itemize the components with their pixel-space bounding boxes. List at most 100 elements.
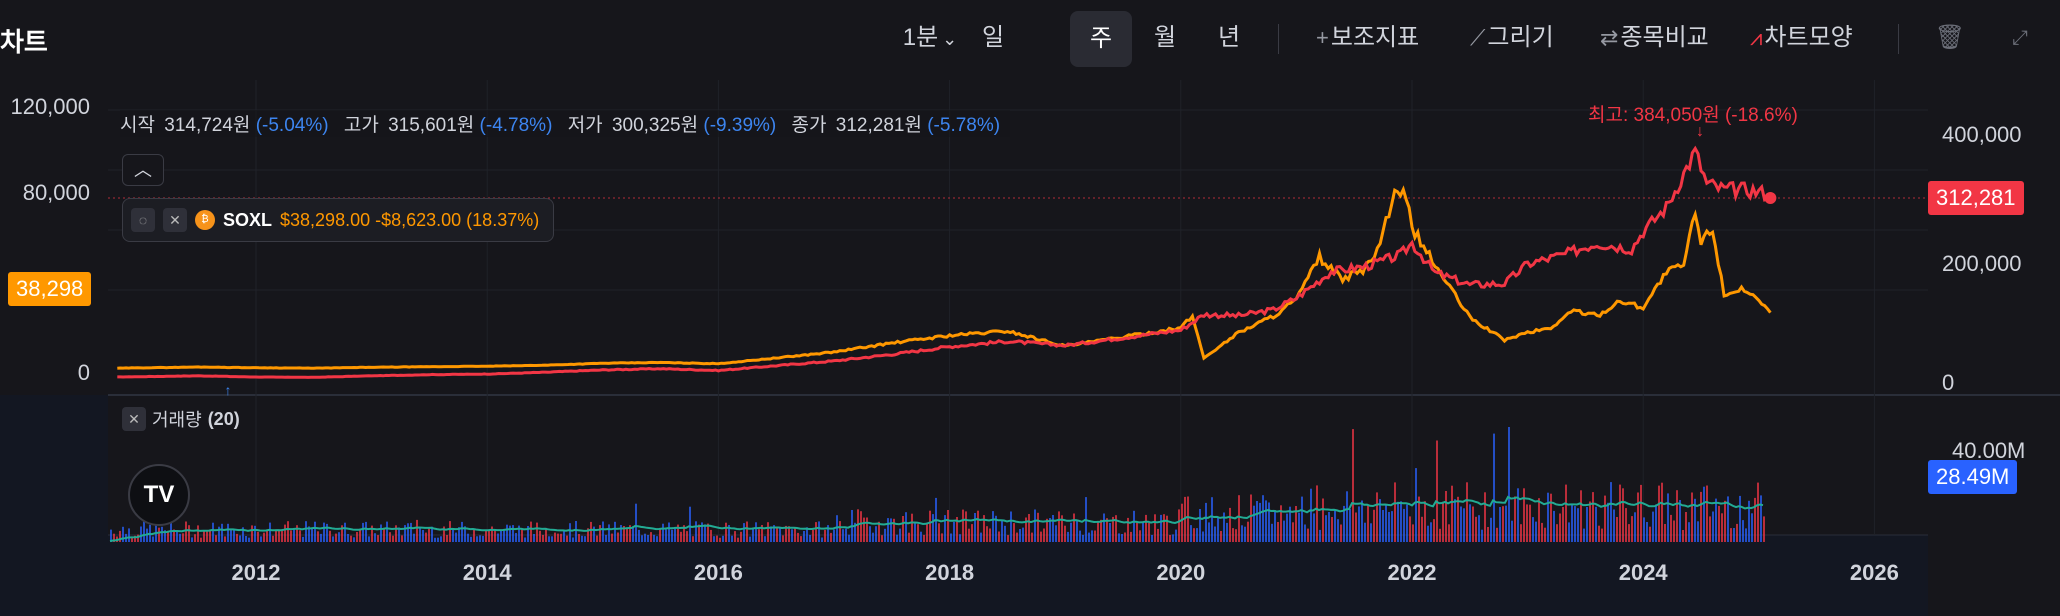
tab-period-month[interactable]: 월 bbox=[1140, 18, 1190, 58]
volume-bar bbox=[629, 525, 631, 542]
volume-bar bbox=[1448, 524, 1450, 542]
collapse-legend-button[interactable]: ︿ bbox=[122, 154, 164, 186]
eye-off-icon[interactable]: ◌ bbox=[131, 208, 155, 232]
coin-icon: ₿ bbox=[195, 210, 215, 230]
volume-bar bbox=[668, 522, 670, 542]
volume-bar bbox=[161, 526, 163, 542]
volume-bar bbox=[824, 529, 826, 542]
chart-toolbar: 차트 1분 ⌄ 일 주 월 년 +보조지표 ⟋그리기 ⇄종목비교 ⩘차트모양 🗑 … bbox=[0, 0, 2060, 80]
volume-bar bbox=[1283, 520, 1285, 542]
fullscreen-icon[interactable]: ⤢ bbox=[2012, 27, 2028, 49]
volume-moving-average-line bbox=[109, 495, 1764, 543]
close-icon[interactable]: ✕ bbox=[122, 407, 146, 431]
volume-bar bbox=[929, 510, 931, 542]
volume-bar bbox=[671, 529, 673, 542]
volume-bar bbox=[1292, 522, 1294, 542]
volume-bar bbox=[326, 523, 328, 542]
volume-bar bbox=[896, 534, 898, 542]
volume-bar bbox=[1691, 492, 1693, 542]
volume-bar bbox=[1175, 529, 1177, 542]
volume-bar bbox=[383, 528, 385, 542]
compare-button[interactable]: ⇄종목비교 bbox=[1600, 18, 1709, 58]
volume-bar bbox=[1070, 522, 1072, 542]
volume-bar bbox=[1628, 524, 1630, 542]
volume-bar bbox=[1274, 510, 1276, 542]
volume-bar bbox=[527, 526, 529, 542]
compare-series-line bbox=[117, 185, 1772, 370]
volume-bar bbox=[608, 524, 610, 542]
volume-bar bbox=[674, 527, 676, 542]
close-icon[interactable]: ✕ bbox=[163, 208, 187, 232]
volume-bar bbox=[1748, 500, 1750, 542]
volume-bar bbox=[1067, 531, 1069, 542]
volume-bar bbox=[1472, 506, 1474, 542]
left-axis-tick: 80,000 bbox=[23, 180, 90, 205]
volume-bar bbox=[1385, 504, 1387, 542]
volume-bar bbox=[662, 523, 664, 542]
volume-bar bbox=[1196, 528, 1198, 542]
volume-bar bbox=[1415, 468, 1417, 542]
volume-bar bbox=[905, 512, 907, 542]
volume-bar bbox=[467, 533, 469, 542]
interval-dropdown[interactable]: 1분 ⌄ bbox=[900, 18, 960, 58]
volume-bar bbox=[413, 533, 415, 542]
tab-period-week[interactable]: 주 bbox=[1070, 11, 1132, 67]
volume-bar bbox=[1250, 494, 1252, 542]
indicators-button[interactable]: +보조지표 bbox=[1316, 18, 1419, 58]
volume-bar bbox=[722, 535, 724, 542]
volume-bar bbox=[977, 510, 979, 542]
price-chart[interactable]: ↓ ↑ 120,000 80,000 0 400,000 200,000 0 2012 2… bbox=[0, 80, 2060, 616]
tab-period-year[interactable]: 년 bbox=[1204, 18, 1254, 58]
main-series-line bbox=[117, 145, 1772, 379]
volume-bar bbox=[194, 534, 196, 542]
draw-button[interactable]: ⟋그리기 bbox=[1470, 18, 1554, 58]
volume-bar bbox=[1130, 531, 1132, 542]
tab-period-day[interactable]: 일 bbox=[968, 18, 1018, 58]
volume-bar bbox=[893, 518, 895, 542]
volume-bar bbox=[329, 530, 331, 542]
volume-bar bbox=[1331, 517, 1333, 542]
volume-bar bbox=[800, 536, 802, 542]
volume-bar bbox=[251, 525, 253, 542]
volume-bar bbox=[257, 531, 259, 542]
chart-style-button[interactable]: ⩘차트모양 bbox=[1750, 18, 1853, 58]
volume-bar bbox=[923, 534, 925, 542]
volume-bar bbox=[587, 528, 589, 542]
volume-bar bbox=[1643, 517, 1645, 542]
volume-bar bbox=[1373, 509, 1375, 542]
volume-bar bbox=[119, 530, 121, 542]
volume-bar bbox=[1349, 509, 1351, 542]
volume-bar bbox=[1442, 501, 1444, 542]
volume-bar bbox=[443, 526, 445, 542]
volume-bar bbox=[1355, 512, 1357, 542]
volume-bar bbox=[1529, 504, 1531, 542]
volume-bar bbox=[1478, 515, 1480, 542]
volume-bar bbox=[1001, 520, 1003, 542]
high-label: 고가 bbox=[343, 115, 379, 136]
x-axis-tick: 2024 bbox=[1619, 560, 1669, 585]
left-axis-tick: 120,000 bbox=[10, 94, 90, 119]
volume-bar bbox=[704, 524, 706, 542]
volume-bar bbox=[968, 528, 970, 542]
volume-bar bbox=[1328, 512, 1330, 542]
volume-bar bbox=[809, 534, 811, 542]
volume-bar bbox=[791, 529, 793, 542]
volume-bar bbox=[1520, 524, 1522, 542]
volume-bar bbox=[1052, 515, 1054, 542]
volume-bar bbox=[1754, 497, 1756, 542]
volume-bar bbox=[1745, 528, 1747, 542]
right-axis-tick: 0 bbox=[1942, 370, 1954, 395]
volume-bar bbox=[1481, 529, 1483, 542]
volume-bar bbox=[197, 525, 199, 542]
volume-bar bbox=[1271, 523, 1273, 542]
volume-bar bbox=[902, 516, 904, 542]
volume-bar bbox=[1022, 527, 1024, 542]
volume-bar bbox=[1223, 512, 1225, 542]
volume-bar bbox=[1370, 523, 1372, 542]
volume-bar bbox=[971, 524, 973, 542]
volume-bar bbox=[191, 537, 193, 542]
trash-icon[interactable]: 🗑 bbox=[1934, 24, 1966, 51]
volume-bar bbox=[551, 536, 553, 542]
volume-bar bbox=[890, 518, 892, 542]
volume-bar bbox=[1190, 525, 1192, 542]
